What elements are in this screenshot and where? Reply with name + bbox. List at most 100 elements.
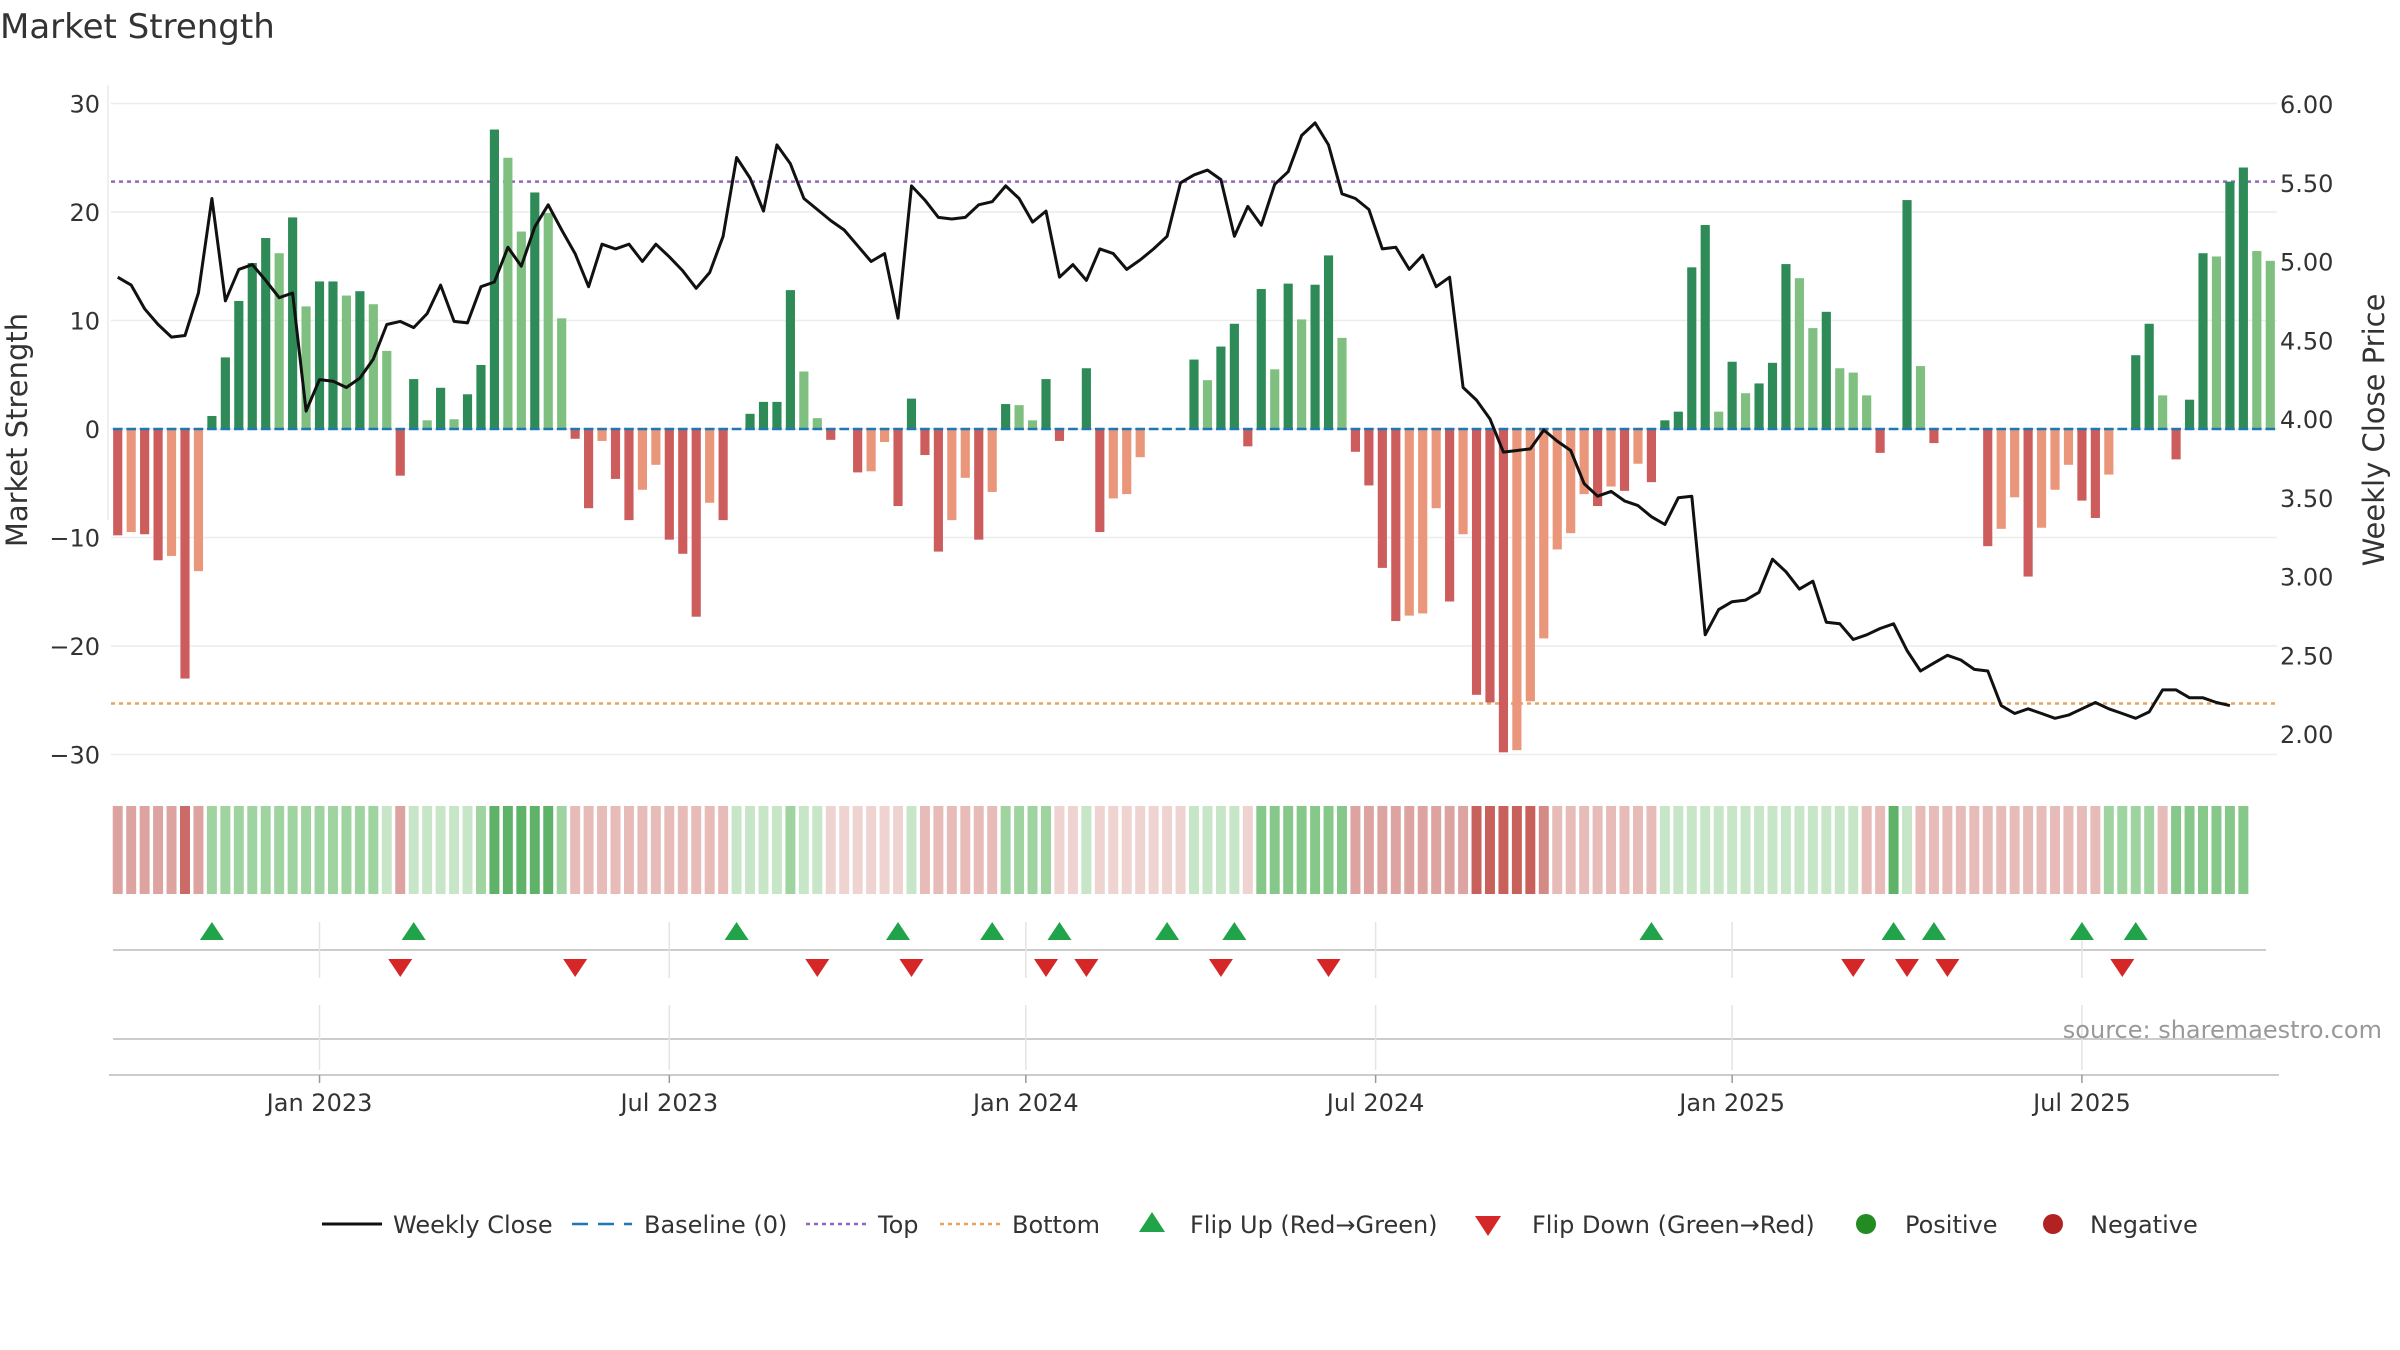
strength-bar — [1714, 411, 1724, 429]
strip-cell — [1632, 806, 1643, 894]
strip-cell — [233, 806, 244, 894]
strength-bar — [1122, 429, 1132, 495]
strength-bar — [1808, 328, 1818, 429]
strength-bar — [705, 429, 715, 503]
strength-bar — [1297, 319, 1307, 429]
strip-cell — [1794, 806, 1805, 894]
strength-bar — [1404, 429, 1414, 616]
strength-bar — [1727, 361, 1737, 429]
strength-bar — [2050, 429, 2060, 490]
strength-bar — [2198, 253, 2208, 429]
strength-bar — [1350, 429, 1361, 452]
strip-cell — [543, 806, 554, 894]
right-tick-label: 4.00 — [2280, 406, 2333, 434]
x-tick-label: Jan 2025 — [1677, 1089, 1785, 1117]
legend-label: Positive — [1905, 1211, 1998, 1239]
strip-cell — [1700, 806, 1711, 894]
strength-bar — [1687, 267, 1697, 429]
strength-bar — [2144, 323, 2154, 429]
strip-cell — [2238, 806, 2249, 894]
flip-up-marker — [980, 922, 1005, 940]
strength-bar — [691, 429, 701, 617]
strength-bar — [1754, 383, 1764, 429]
strip-cell — [1283, 806, 1294, 894]
strip-cell — [987, 806, 998, 894]
strip-cell — [449, 806, 460, 894]
strength-bar — [1202, 380, 1213, 429]
strength-bar — [1673, 411, 1683, 429]
strength-bar — [1485, 429, 1495, 703]
strength-bar — [2171, 429, 2181, 460]
strip-cell — [1296, 806, 1307, 894]
strength-bar — [974, 429, 984, 540]
strength-bar — [1216, 346, 1226, 429]
strength-bar — [1619, 429, 1630, 491]
strip-cell — [435, 806, 446, 894]
right-tick-label: 2.00 — [2280, 721, 2333, 749]
strip-cell — [893, 806, 904, 894]
strip-cell — [247, 806, 258, 894]
strength-bar — [247, 262, 257, 429]
strength-bar — [449, 419, 459, 429]
strength-bar — [1095, 429, 1105, 533]
flip-up-marker — [2123, 922, 2148, 940]
strength-bar — [314, 281, 325, 429]
strength-bar — [960, 429, 970, 478]
strip-cell — [1215, 806, 1226, 894]
strength-bar — [1270, 369, 1280, 429]
strength-bar — [2063, 429, 2074, 465]
flip-markers-panel — [113, 922, 2266, 978]
strip-cell — [422, 806, 433, 894]
strength-bar — [1821, 311, 1831, 429]
strip-cell — [919, 806, 930, 894]
strip-cell — [1848, 806, 1859, 894]
strip-cell — [220, 806, 231, 894]
strip-cell — [314, 806, 325, 894]
flip-up-marker — [2069, 922, 2094, 940]
reference-lines — [111, 180, 2277, 705]
strength-bar — [462, 394, 473, 429]
strength-bar — [745, 413, 755, 429]
strip-cell — [812, 806, 823, 894]
strip-cell — [462, 806, 473, 894]
strip-cell — [166, 806, 177, 894]
strength-bar — [1256, 289, 1266, 429]
flip-down-marker — [1208, 959, 1233, 977]
strip-cell — [2103, 806, 2114, 894]
left-axis-ticks: 30 20 10 0 −10 −20 −30 — [49, 91, 100, 770]
strength-bar — [1781, 264, 1791, 429]
strength-bar — [610, 429, 621, 479]
legend-negative-swatch — [2043, 1214, 2063, 1234]
strength-bar — [1054, 429, 1065, 441]
strip-cell — [1162, 806, 1173, 894]
strip-cell — [1431, 806, 1442, 894]
strip-cell — [1484, 806, 1495, 894]
strip-cell — [1740, 806, 1751, 894]
strength-bar — [355, 291, 365, 429]
strength-bar — [718, 429, 728, 521]
strength-bar — [153, 429, 163, 561]
strength-bar — [2238, 167, 2248, 429]
strip-cell — [771, 806, 782, 894]
strength-bar — [395, 429, 405, 476]
strip-cell — [1081, 806, 1092, 894]
strip-cell — [610, 806, 621, 894]
strength-bar — [933, 429, 943, 552]
strength-bar — [126, 429, 136, 533]
strip-cell — [1337, 806, 1347, 894]
flip-up-marker — [724, 922, 749, 940]
strip-cell — [933, 806, 944, 894]
strength-bar — [987, 429, 997, 492]
strength-bar — [1310, 284, 1320, 429]
strength-bar — [1593, 429, 1603, 507]
strip-cell — [274, 806, 285, 894]
strip-cell — [1686, 806, 1697, 894]
strength-bar — [1996, 429, 2006, 529]
x-tick-label: Jan 2024 — [971, 1089, 1079, 1117]
strip-cell — [1444, 806, 1455, 894]
strength-bar — [234, 300, 244, 429]
flip-up-marker — [1881, 922, 1906, 940]
strength-bar — [301, 306, 311, 429]
strip-cell — [906, 806, 917, 894]
